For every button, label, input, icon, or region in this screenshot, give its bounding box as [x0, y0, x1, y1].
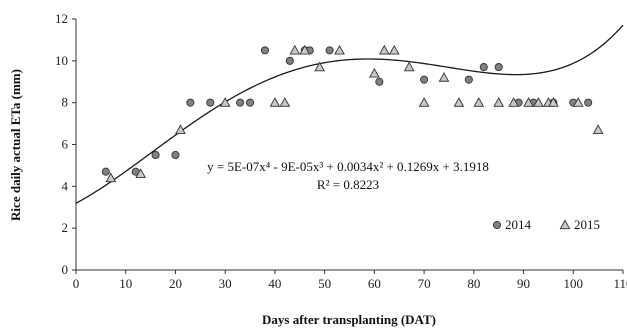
- y-tick-label-0: 0: [62, 262, 69, 277]
- point-2015-14: [418, 97, 430, 107]
- point-2014-16: [479, 63, 488, 72]
- point-2015-3: [219, 97, 231, 107]
- x-tick-label-100: 100: [564, 276, 584, 291]
- x-tick-label-80: 80: [467, 276, 480, 291]
- point-2015-5: [279, 97, 291, 107]
- point-2015-9: [334, 44, 345, 55]
- point-2015-23: [548, 97, 559, 107]
- x-axis-title: Days after transplanting (DAT): [262, 312, 436, 327]
- point-2015-21: [533, 97, 544, 107]
- point-2015-15: [438, 72, 450, 82]
- point-2015-18: [493, 97, 505, 107]
- x-tick-label-70: 70: [418, 276, 431, 291]
- point-2015-17: [473, 97, 485, 107]
- x-tick-label-60: 60: [368, 276, 381, 291]
- r-squared-label: R² = 0.8223: [317, 177, 379, 192]
- legend-marker-2014: [492, 220, 502, 230]
- point-2015-0: [105, 172, 117, 183]
- trendline: [75, 24, 624, 204]
- point-2014-8: [260, 46, 270, 55]
- x-tick-label-40: 40: [268, 276, 281, 291]
- point-2015-8: [314, 61, 326, 72]
- y-tick-label-10: 10: [55, 53, 68, 68]
- point-2014-17: [494, 63, 503, 72]
- x-tick-label-90: 90: [517, 276, 530, 291]
- y-tick-label-6: 6: [62, 137, 69, 152]
- point-2014-13: [375, 77, 384, 86]
- trendline-equation: y = 5E-07x⁴ - 9E-05x³ + 0.0034x² + 0.126…: [207, 159, 489, 174]
- point-2014-14: [420, 75, 429, 84]
- point-2014-5: [206, 98, 215, 107]
- point-2015-12: [388, 44, 400, 55]
- x-tick-label-30: 30: [219, 276, 232, 291]
- point-2015-7: [299, 44, 311, 55]
- legend-marker-circle: [492, 220, 502, 230]
- y-tick-label-8: 8: [62, 95, 69, 110]
- y-tick-label-2: 2: [62, 220, 69, 235]
- legend: 2014 2015: [492, 217, 600, 232]
- point-2015-2: [175, 124, 186, 134]
- point-2014-2: [151, 150, 160, 160]
- point-2014-0: [101, 167, 110, 176]
- point-2014-22: [584, 98, 593, 107]
- point-2015-19: [508, 97, 519, 107]
- point-2015-13: [403, 61, 415, 72]
- axes: [75, 19, 623, 271]
- x-ticks: 0 10 20 30 40 50 60 70 80 90 100 110: [73, 270, 627, 291]
- point-2014-15: [464, 75, 473, 84]
- legend-marker-2015: [559, 219, 571, 230]
- point-2015-1: [135, 168, 147, 178]
- point-2014-9: [285, 56, 294, 65]
- x-tick-label-110: 110: [613, 276, 627, 291]
- x-tick-label-50: 50: [318, 276, 331, 291]
- y-axis-title: Rice daily actual ETa (mm): [8, 69, 23, 221]
- x-tick-label-20: 20: [169, 276, 182, 291]
- point-2015-4: [269, 97, 281, 107]
- point-2015-25: [592, 124, 604, 134]
- point-2015-11: [378, 44, 390, 55]
- y-ticks: 0 2 4 6 8 10 12: [55, 11, 76, 277]
- point-2015-20: [523, 97, 534, 107]
- point-2015-16: [453, 97, 465, 107]
- point-2015-6: [289, 44, 301, 55]
- point-2014-7: [245, 98, 255, 107]
- legend-label-2015: 2015: [574, 217, 600, 232]
- y-tick-label-12: 12: [55, 11, 68, 26]
- legend-marker-triangle: [559, 219, 571, 230]
- x-tick-label-0: 0: [73, 276, 80, 291]
- point-2014-6: [236, 98, 245, 107]
- point-2014-3: [171, 150, 180, 160]
- y-tick-label-4: 4: [62, 178, 69, 193]
- data-points: [101, 44, 604, 183]
- point-2015-24: [572, 97, 584, 107]
- point-2014-12: [325, 46, 334, 55]
- point-2014-4: [186, 98, 195, 107]
- legend-label-2014: 2014: [505, 217, 532, 232]
- point-2015-10: [368, 67, 380, 78]
- x-tick-label-10: 10: [119, 276, 132, 291]
